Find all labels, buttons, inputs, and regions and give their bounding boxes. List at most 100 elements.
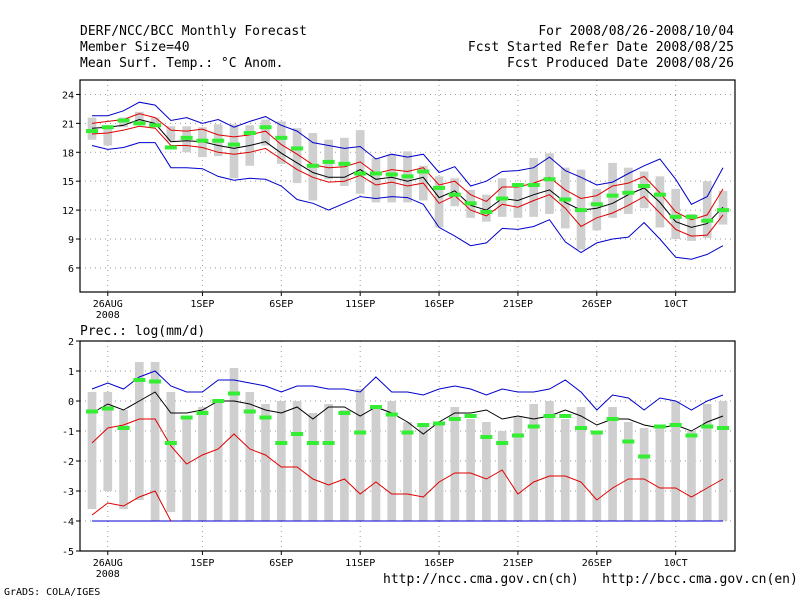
spread-bar [103, 392, 113, 491]
spread-bar [671, 401, 681, 521]
obs-marker [464, 201, 477, 206]
obs-marker [575, 208, 588, 213]
obs-marker [306, 163, 319, 168]
obs-marker [149, 379, 162, 384]
spread-bar [592, 431, 602, 521]
y-tick-label: -5 [62, 547, 74, 558]
series-line-lower-tail [91, 490, 172, 522]
spread-bar [560, 419, 570, 521]
spread-bar [513, 416, 523, 521]
series-line-max [92, 101, 724, 205]
obs-marker [638, 454, 651, 459]
obs-marker [369, 405, 382, 409]
obs-marker [527, 424, 540, 429]
obs-marker [606, 417, 619, 421]
chart-title: DERF/NCC/BCC Monthly Forecast [80, 24, 307, 39]
obs-marker [243, 409, 256, 414]
obs-marker [291, 146, 304, 151]
y-tick-label: -2 [62, 457, 74, 468]
spread-bar [545, 401, 554, 521]
spread-bar [655, 428, 665, 521]
obs-marker [669, 423, 682, 427]
spread-bar [324, 139, 333, 180]
spread-bar [261, 404, 270, 521]
obs-marker [496, 196, 509, 201]
spread-bar [608, 162, 617, 218]
x-tick-label: 26SEP [582, 558, 612, 569]
obs-marker [259, 125, 272, 130]
spread-bar [340, 410, 349, 521]
obs-marker [464, 414, 477, 418]
spread-bar [450, 407, 460, 521]
spread-bar [150, 362, 160, 521]
spread-bar [292, 128, 302, 184]
obs-marker [606, 193, 619, 198]
obs-marker [354, 430, 367, 435]
spread-bar [324, 404, 333, 521]
series-line-max [91, 370, 724, 411]
spread-bar [198, 407, 207, 521]
plot-frame [79, 79, 736, 293]
obs-marker [653, 192, 666, 197]
grads-credit: GrADS: COLA/IGES [4, 587, 101, 598]
obs-marker [448, 192, 461, 197]
y-tick-label: -1 [62, 427, 74, 438]
spread-bar [371, 407, 381, 521]
obs-marker [511, 183, 524, 188]
spread-bar [608, 407, 617, 521]
obs-marker [527, 183, 540, 188]
obs-marker [653, 424, 666, 429]
obs-marker [259, 415, 272, 420]
spread-bar [276, 401, 286, 521]
x-tick-label: 26AUG [93, 299, 123, 310]
obs-marker [196, 411, 209, 415]
obs-marker [417, 423, 430, 427]
obs-marker [701, 424, 714, 429]
obs-marker [212, 399, 225, 403]
obs-marker [638, 184, 651, 188]
y-tick-label: 0 [68, 397, 74, 408]
obs-marker [385, 172, 398, 177]
obs-marker [717, 208, 729, 213]
spread-bar [702, 181, 712, 239]
spread-bar [229, 124, 239, 179]
y-tick-label: -4 [62, 517, 74, 528]
member-size: Member Size=40 [80, 40, 190, 55]
obs-marker [149, 123, 162, 128]
y-tick-label: -3 [62, 487, 74, 498]
spread-bar [418, 425, 428, 521]
obs-marker [543, 414, 556, 418]
spread-bar [702, 404, 712, 521]
refer-date: Fcst Started Refer Date 2008/08/25 [467, 40, 734, 55]
spread-bar [276, 121, 286, 164]
x-tick-sublabel: 2008 [96, 569, 120, 580]
x-tick-label: 6SEP [269, 558, 293, 569]
obs-marker [559, 414, 572, 418]
obs-marker [401, 174, 414, 179]
x-tick-label: 10CT [664, 558, 688, 569]
spread-bar [592, 188, 602, 231]
spread-bar [308, 413, 318, 521]
obs-marker [101, 125, 114, 130]
spread-bar [166, 392, 176, 512]
obs-marker [180, 415, 193, 420]
obs-marker [227, 142, 240, 147]
x-tick-label: 10CT [664, 299, 688, 310]
obs-marker [117, 118, 130, 123]
obs-marker [306, 441, 319, 445]
obs-marker [622, 190, 635, 195]
obs-marker [243, 131, 256, 135]
spread-bar [434, 176, 444, 228]
spread-bar [150, 117, 160, 126]
spread-bar [134, 111, 144, 126]
y-tick-label: 24 [62, 90, 74, 101]
obs-marker [322, 159, 335, 164]
y-tick-label: 1 [68, 367, 74, 378]
obs-marker [669, 214, 682, 219]
produced-date: Fcst Produced Date 2008/08/26 [507, 56, 734, 71]
spread-bar [639, 428, 649, 521]
obs-marker [275, 135, 288, 140]
obs-marker [338, 161, 351, 166]
plot-frame [79, 340, 736, 552]
